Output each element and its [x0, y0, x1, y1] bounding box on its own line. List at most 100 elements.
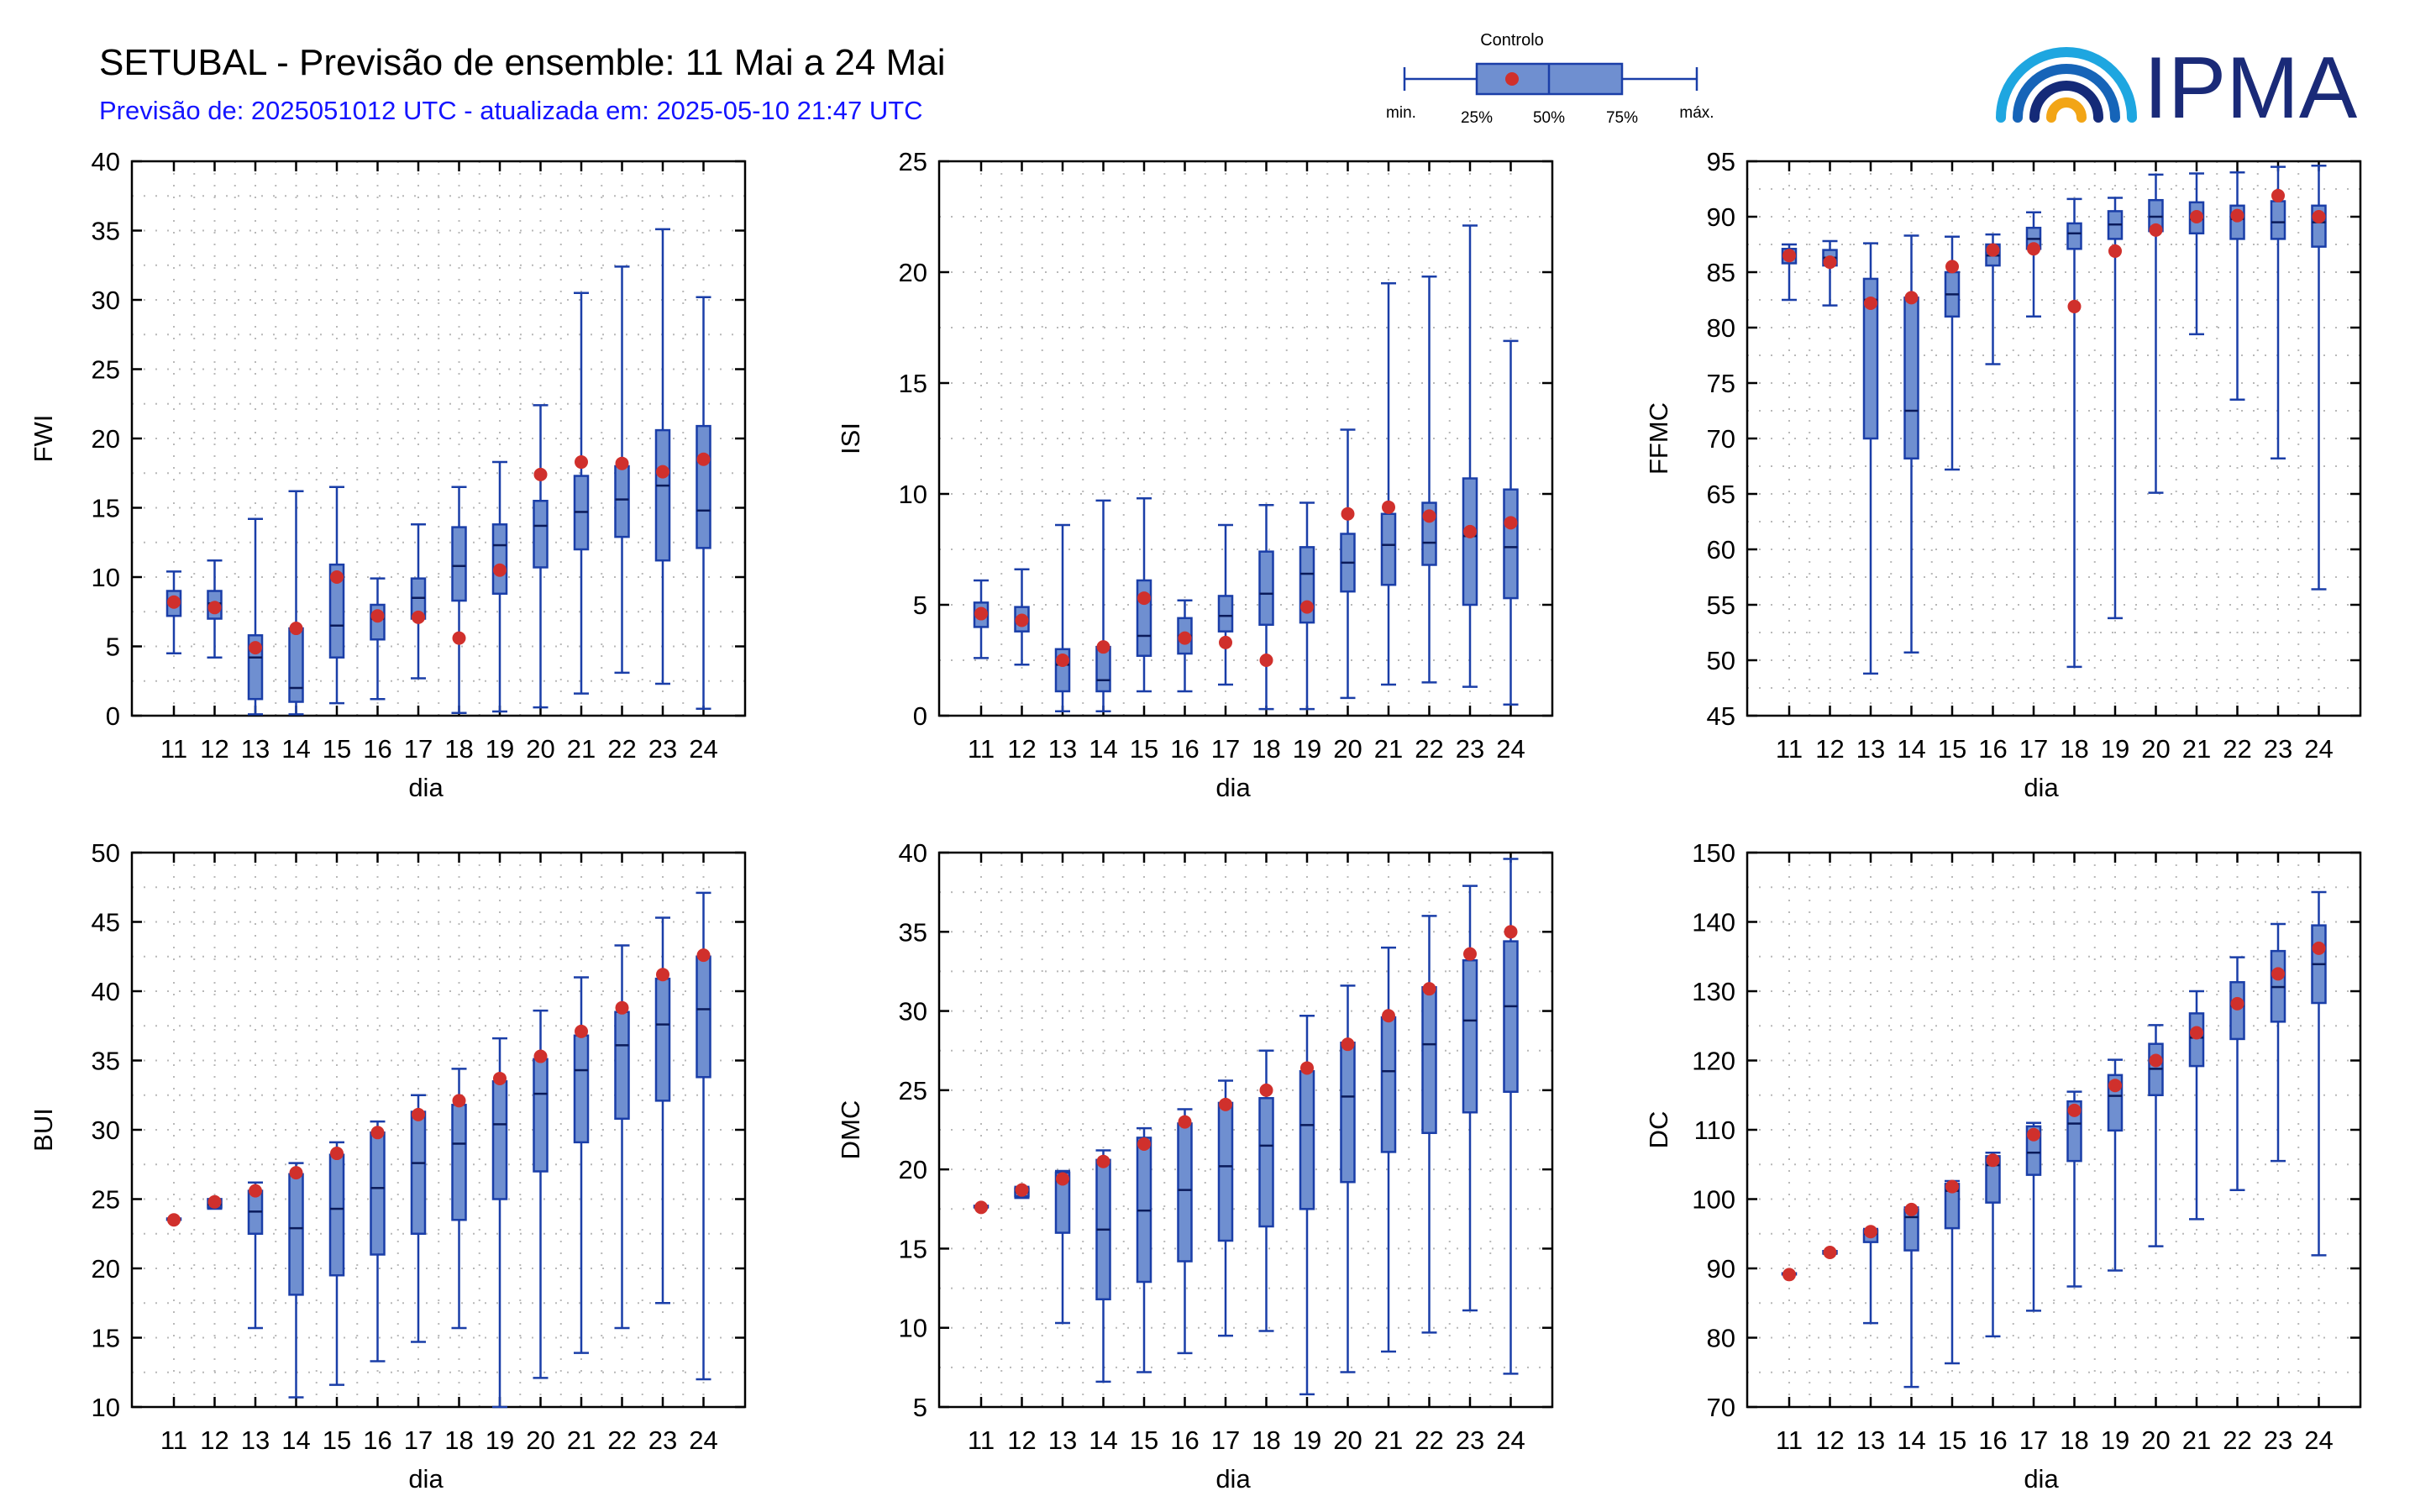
- ipma-logo-text: IPMA: [2144, 39, 2358, 134]
- boxplot-dc-17: [2025, 1121, 2042, 1312]
- chart-fwi: 0 5 10 15 20 25 30 35 40 11 12 13 14 15 16 17 18 19 20 21 22…: [29, 147, 747, 802]
- boxplot-bui-11: [165, 1213, 182, 1227]
- control-dot: [1382, 1009, 1395, 1023]
- iqr-box: [1258, 1097, 1274, 1228]
- control-dot: [575, 455, 588, 470]
- control-dot: [1178, 1115, 1192, 1129]
- boxplot-isi-22: [1421, 276, 1437, 684]
- boxplot-ffmc-14: [1903, 234, 1919, 654]
- x-tick-label: 24: [1496, 734, 1525, 764]
- x-tick-label: 14: [1089, 734, 1117, 764]
- control-dot: [696, 948, 711, 963]
- x-tick-label: 12: [1815, 734, 1844, 764]
- x-tick-label: 18: [1252, 734, 1280, 764]
- iqr-box: [410, 1110, 427, 1236]
- y-tick-label: 20: [899, 258, 927, 287]
- x-axis-label: dia: [1215, 773, 1251, 802]
- x-tick-label: 11: [160, 1425, 187, 1455]
- control-dot: [249, 641, 262, 655]
- iqr-box: [1217, 595, 1234, 633]
- x-tick-label: 16: [1978, 734, 2007, 764]
- iqr-box: [1217, 1101, 1234, 1242]
- control-dot: [2108, 244, 2122, 258]
- boxplot-fwi-22: [614, 265, 630, 675]
- y-tick-label: 90: [1707, 1254, 1735, 1284]
- control-dot: [1422, 509, 1436, 523]
- x-tick-label: 17: [2019, 1425, 2048, 1455]
- y-tick-label: 35: [92, 217, 120, 246]
- boxplot-dmc-24: [1503, 858, 1519, 1375]
- x-tick-label: 21: [2182, 734, 2211, 764]
- y-tick-label: 25: [899, 147, 927, 176]
- boxplot-dmc-14: [1095, 1149, 1111, 1383]
- y-tick-label: 10: [92, 1393, 120, 1422]
- control-dot: [289, 622, 303, 636]
- iqr-box: [370, 1131, 386, 1256]
- x-tick-label: 17: [404, 734, 433, 764]
- iqr-box: [1503, 488, 1519, 600]
- control-dot: [493, 1071, 507, 1085]
- boxplot-dc-21: [2188, 990, 2205, 1221]
- iqr-box: [288, 627, 304, 703]
- control-dot: [656, 968, 669, 982]
- control-dot: [1986, 1153, 2000, 1168]
- control-dot: [615, 1000, 629, 1015]
- x-tick-label: 23: [2264, 1425, 2292, 1455]
- plot-frame: [937, 160, 1554, 717]
- control-dot: [2067, 299, 2082, 313]
- iqr-box: [533, 500, 549, 569]
- iqr-box: [1503, 940, 1519, 1093]
- control-dot: [412, 610, 425, 624]
- control-dot: [1864, 1225, 1877, 1239]
- legend-control-dot: [1505, 72, 1519, 86]
- control-dot: [1945, 260, 1959, 274]
- x-tick-label: 20: [1333, 1425, 1362, 1455]
- control-dot: [2312, 210, 2326, 223]
- boxplot-isi-14: [1095, 499, 1111, 712]
- control-dot: [533, 467, 548, 481]
- x-tick-label: 18: [2060, 1425, 2088, 1455]
- x-tick-label: 17: [1211, 734, 1240, 764]
- control-dot: [1864, 296, 1877, 310]
- iqr-box: [1299, 1069, 1315, 1210]
- iqr-box: [2188, 1012, 2205, 1068]
- control-dot: [1096, 640, 1110, 654]
- x-tick-label: 20: [2141, 734, 2170, 764]
- x-tick-label: 23: [2264, 734, 2292, 764]
- y-tick-label: 40: [92, 147, 120, 176]
- x-tick-label: 20: [1333, 734, 1362, 764]
- x-tick-label: 16: [1170, 1425, 1199, 1455]
- control-dot: [1096, 1154, 1110, 1168]
- x-tick-label: 19: [2101, 1425, 2129, 1455]
- iqr-box: [614, 465, 630, 538]
- x-tick-label: 13: [1856, 1425, 1885, 1455]
- x-tick-label: 12: [1007, 734, 1036, 764]
- boxplot-dmc-12: [1014, 1183, 1030, 1200]
- iqr-box: [451, 1104, 467, 1221]
- y-tick-label: 130: [1692, 977, 1735, 1006]
- control-dot: [289, 1166, 303, 1180]
- boxplot-dmc-11: [973, 1200, 990, 1215]
- x-tick-label: 15: [323, 1425, 351, 1455]
- boxplot-bui-24: [696, 891, 711, 1381]
- control-dot: [2027, 242, 2040, 256]
- y-tick-label: 50: [1707, 646, 1735, 675]
- y-tick-label: 65: [1707, 480, 1735, 509]
- y-tick-label: 80: [1707, 313, 1735, 343]
- x-tick-label: 14: [281, 734, 310, 764]
- boxplot-isi-19: [1299, 501, 1315, 711]
- x-tick-label: 14: [1897, 1425, 1925, 1455]
- chart-bui: 10 15 20 25 30 35 40 45 50 11 12 13 14 15 16 17 18 19 20 21…: [29, 838, 747, 1494]
- x-tick-label: 11: [1776, 734, 1803, 764]
- iqr-box: [2066, 222, 2082, 250]
- x-tick-label: 20: [2141, 1425, 2170, 1455]
- boxplot-ffmc-16: [1985, 233, 2001, 365]
- control-dot: [493, 563, 507, 577]
- y-tick-label: 20: [899, 1155, 927, 1184]
- boxplot-ffmc-18: [2066, 197, 2082, 669]
- y-tick-label: 50: [92, 838, 120, 868]
- x-tick-label: 13: [1048, 734, 1077, 764]
- control-dot: [615, 456, 629, 470]
- boxplot-ffmc-24: [2311, 165, 2327, 591]
- boxplot-dmc-20: [1340, 984, 1356, 1373]
